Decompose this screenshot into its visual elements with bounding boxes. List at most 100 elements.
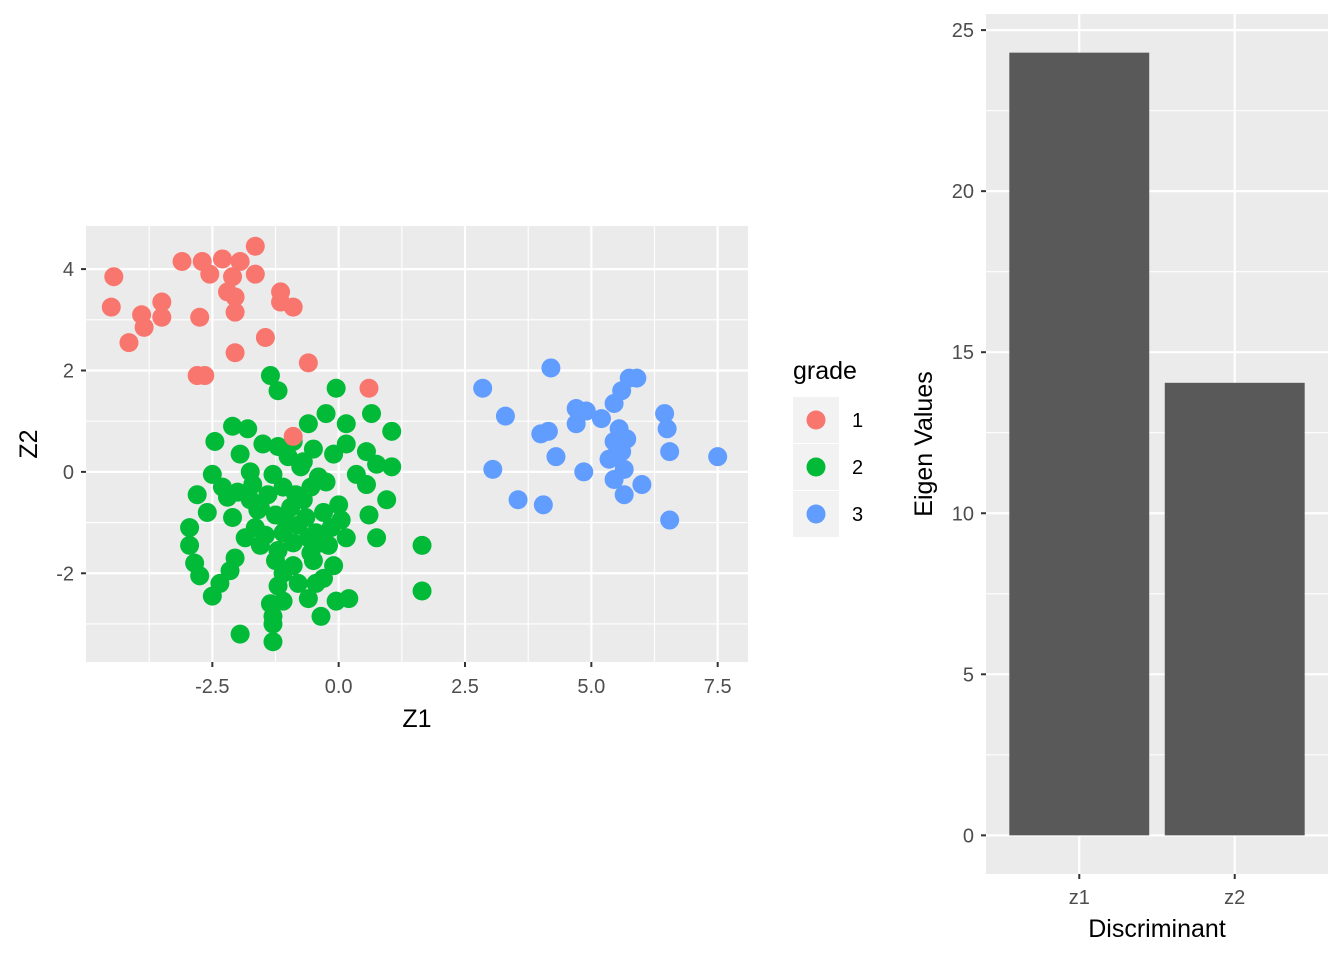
scatter-point-grade-3 (660, 442, 680, 462)
scatter-point-grade-2 (303, 551, 323, 571)
scatter-point-grade-2 (202, 586, 222, 606)
scatter-point-grade-2 (235, 528, 255, 548)
scatter-point-grade-3 (574, 462, 594, 482)
scatter-point-grade-1 (101, 297, 121, 317)
scatter-point-grade-2 (283, 533, 303, 553)
scatter-point-grade-2 (205, 431, 225, 451)
scatter-point-grade-2 (220, 561, 240, 581)
scatter-y-tick-label: 0 (63, 462, 74, 484)
bar-axes: 0 5 10 15 20 25 z1 z2 (952, 20, 1246, 909)
scatter-point-grade-1 (119, 333, 139, 353)
scatter-point-grade-2 (377, 490, 397, 510)
scatter-point-grade-2 (303, 439, 323, 459)
scatter-axes: -2.5 0.0 2.5 5.0 7.5 -2 0 2 4 (56, 259, 731, 698)
scatter-point-grade-2 (306, 573, 326, 593)
scatter-point-grade-2 (276, 510, 296, 530)
scatter-x-tick-label: 7.5 (704, 676, 732, 698)
bar-y-tick-label: 15 (952, 342, 974, 364)
scatter-point-grade-2 (260, 366, 280, 386)
bar-y-tick-label: 0 (963, 825, 974, 847)
scatter-point-grade-3 (495, 406, 515, 426)
scatter-point-grade-2 (311, 606, 331, 626)
scatter-point-grade-3 (566, 414, 586, 434)
bar-y-tick-label: 25 (952, 20, 974, 42)
scatter-point-grade-2 (263, 632, 283, 652)
scatter-point-grade-3 (483, 459, 503, 479)
scatter-point-grade-2 (298, 589, 318, 609)
legend-key-grade-1 (806, 410, 826, 430)
scatter-point-grade-2 (356, 442, 376, 462)
bar-y-tick-label: 5 (963, 664, 974, 686)
scatter-point-grade-1 (200, 264, 220, 284)
legend: grade 1 2 3 (793, 357, 863, 537)
bar-z1 (1009, 52, 1150, 836)
scatter-point-grade-2 (359, 505, 379, 525)
scatter-point-grade-2 (230, 624, 250, 644)
scatter-point-grade-2 (316, 404, 336, 424)
legend-label-grade-2: 2 (852, 457, 863, 479)
scatter-point-grade-2 (268, 381, 288, 401)
scatter-point-grade-2 (362, 404, 382, 424)
scatter-point-grade-2 (336, 528, 356, 548)
scatter-point-grade-2 (223, 508, 243, 528)
scatter-point-grade-2 (336, 414, 356, 434)
scatter-point-grade-1 (283, 426, 303, 446)
scatter-point-grade-2 (190, 566, 210, 586)
scatter-point-grade-2 (288, 573, 308, 593)
scatter-point-grade-2 (278, 447, 298, 467)
scatter-point-grade-2 (273, 591, 293, 611)
scatter-point-grade-2 (324, 556, 344, 576)
scatter-point-grade-2 (202, 464, 222, 484)
scatter-point-grade-2 (180, 535, 200, 555)
scatter-y-tick-label: 4 (63, 259, 74, 281)
scatter-point-grade-2 (382, 421, 402, 441)
bars (1009, 52, 1305, 836)
scatter-point-grade-2 (291, 457, 311, 477)
scatter-y-tick-label: 2 (63, 360, 74, 382)
scatter-point-grade-2 (314, 502, 334, 522)
scatter-point-grade-3 (632, 475, 652, 495)
scatter-point-grade-2 (324, 444, 344, 464)
scatter-point-grade-2 (329, 495, 349, 515)
scatter-panel: -2.5 0.0 2.5 5.0 7.5 -2 0 2 4 Z1 Z2 (15, 226, 748, 733)
scatter-point-grade-2 (326, 378, 346, 398)
scatter-point-grade-2 (293, 490, 313, 510)
scatter-point-grade-2 (412, 581, 432, 601)
bar-x-tick-label: z2 (1224, 887, 1245, 909)
bar-panel: 0 5 10 15 20 25 z1 z2 Discriminant Eigen Values (910, 14, 1328, 943)
scatter-x-axis-title: Z1 (402, 705, 431, 733)
scatter-point-grade-3 (612, 442, 632, 462)
scatter-point-grade-1 (298, 353, 318, 373)
scatter-point-grade-3 (655, 404, 675, 424)
scatter-point-grade-1 (225, 302, 245, 322)
scatter-point-grade-3 (627, 368, 647, 388)
bar-x-axis-title: Discriminant (1088, 915, 1226, 943)
scatter-point-grade-3 (591, 409, 611, 429)
scatter-x-tick-label: 2.5 (451, 676, 479, 698)
scatter-x-tick-label: 5.0 (577, 676, 605, 698)
scatter-point-grade-3 (576, 401, 596, 421)
scatter-point-grade-1 (255, 328, 275, 348)
scatter-point-grade-2 (298, 528, 318, 548)
scatter-point-grade-2 (250, 497, 270, 517)
scatter-x-tick-label: 0.0 (325, 676, 353, 698)
scatter-point-grade-2 (263, 614, 283, 634)
scatter-point-grade-1 (172, 251, 192, 271)
scatter-point-grade-2 (180, 518, 200, 538)
scatter-point-grade-1 (230, 251, 250, 271)
scatter-point-grade-2 (230, 444, 250, 464)
legend-key-grade-3 (806, 504, 826, 524)
scatter-point-grade-1 (212, 249, 232, 269)
scatter-point-grade-1 (225, 287, 245, 307)
scatter-point-grade-2 (263, 464, 283, 484)
scatter-point-grade-1 (359, 378, 379, 398)
scatter-point-grade-2 (316, 472, 336, 492)
scatter-point-grade-1 (283, 297, 303, 317)
scatter-point-grade-2 (382, 457, 402, 477)
scatter-point-grade-3 (708, 447, 728, 467)
scatter-point-grade-3 (546, 447, 566, 467)
scatter-point-grade-1 (245, 236, 265, 256)
scatter-point-grade-3 (657, 419, 677, 439)
scatter-point-grade-2 (238, 419, 258, 439)
